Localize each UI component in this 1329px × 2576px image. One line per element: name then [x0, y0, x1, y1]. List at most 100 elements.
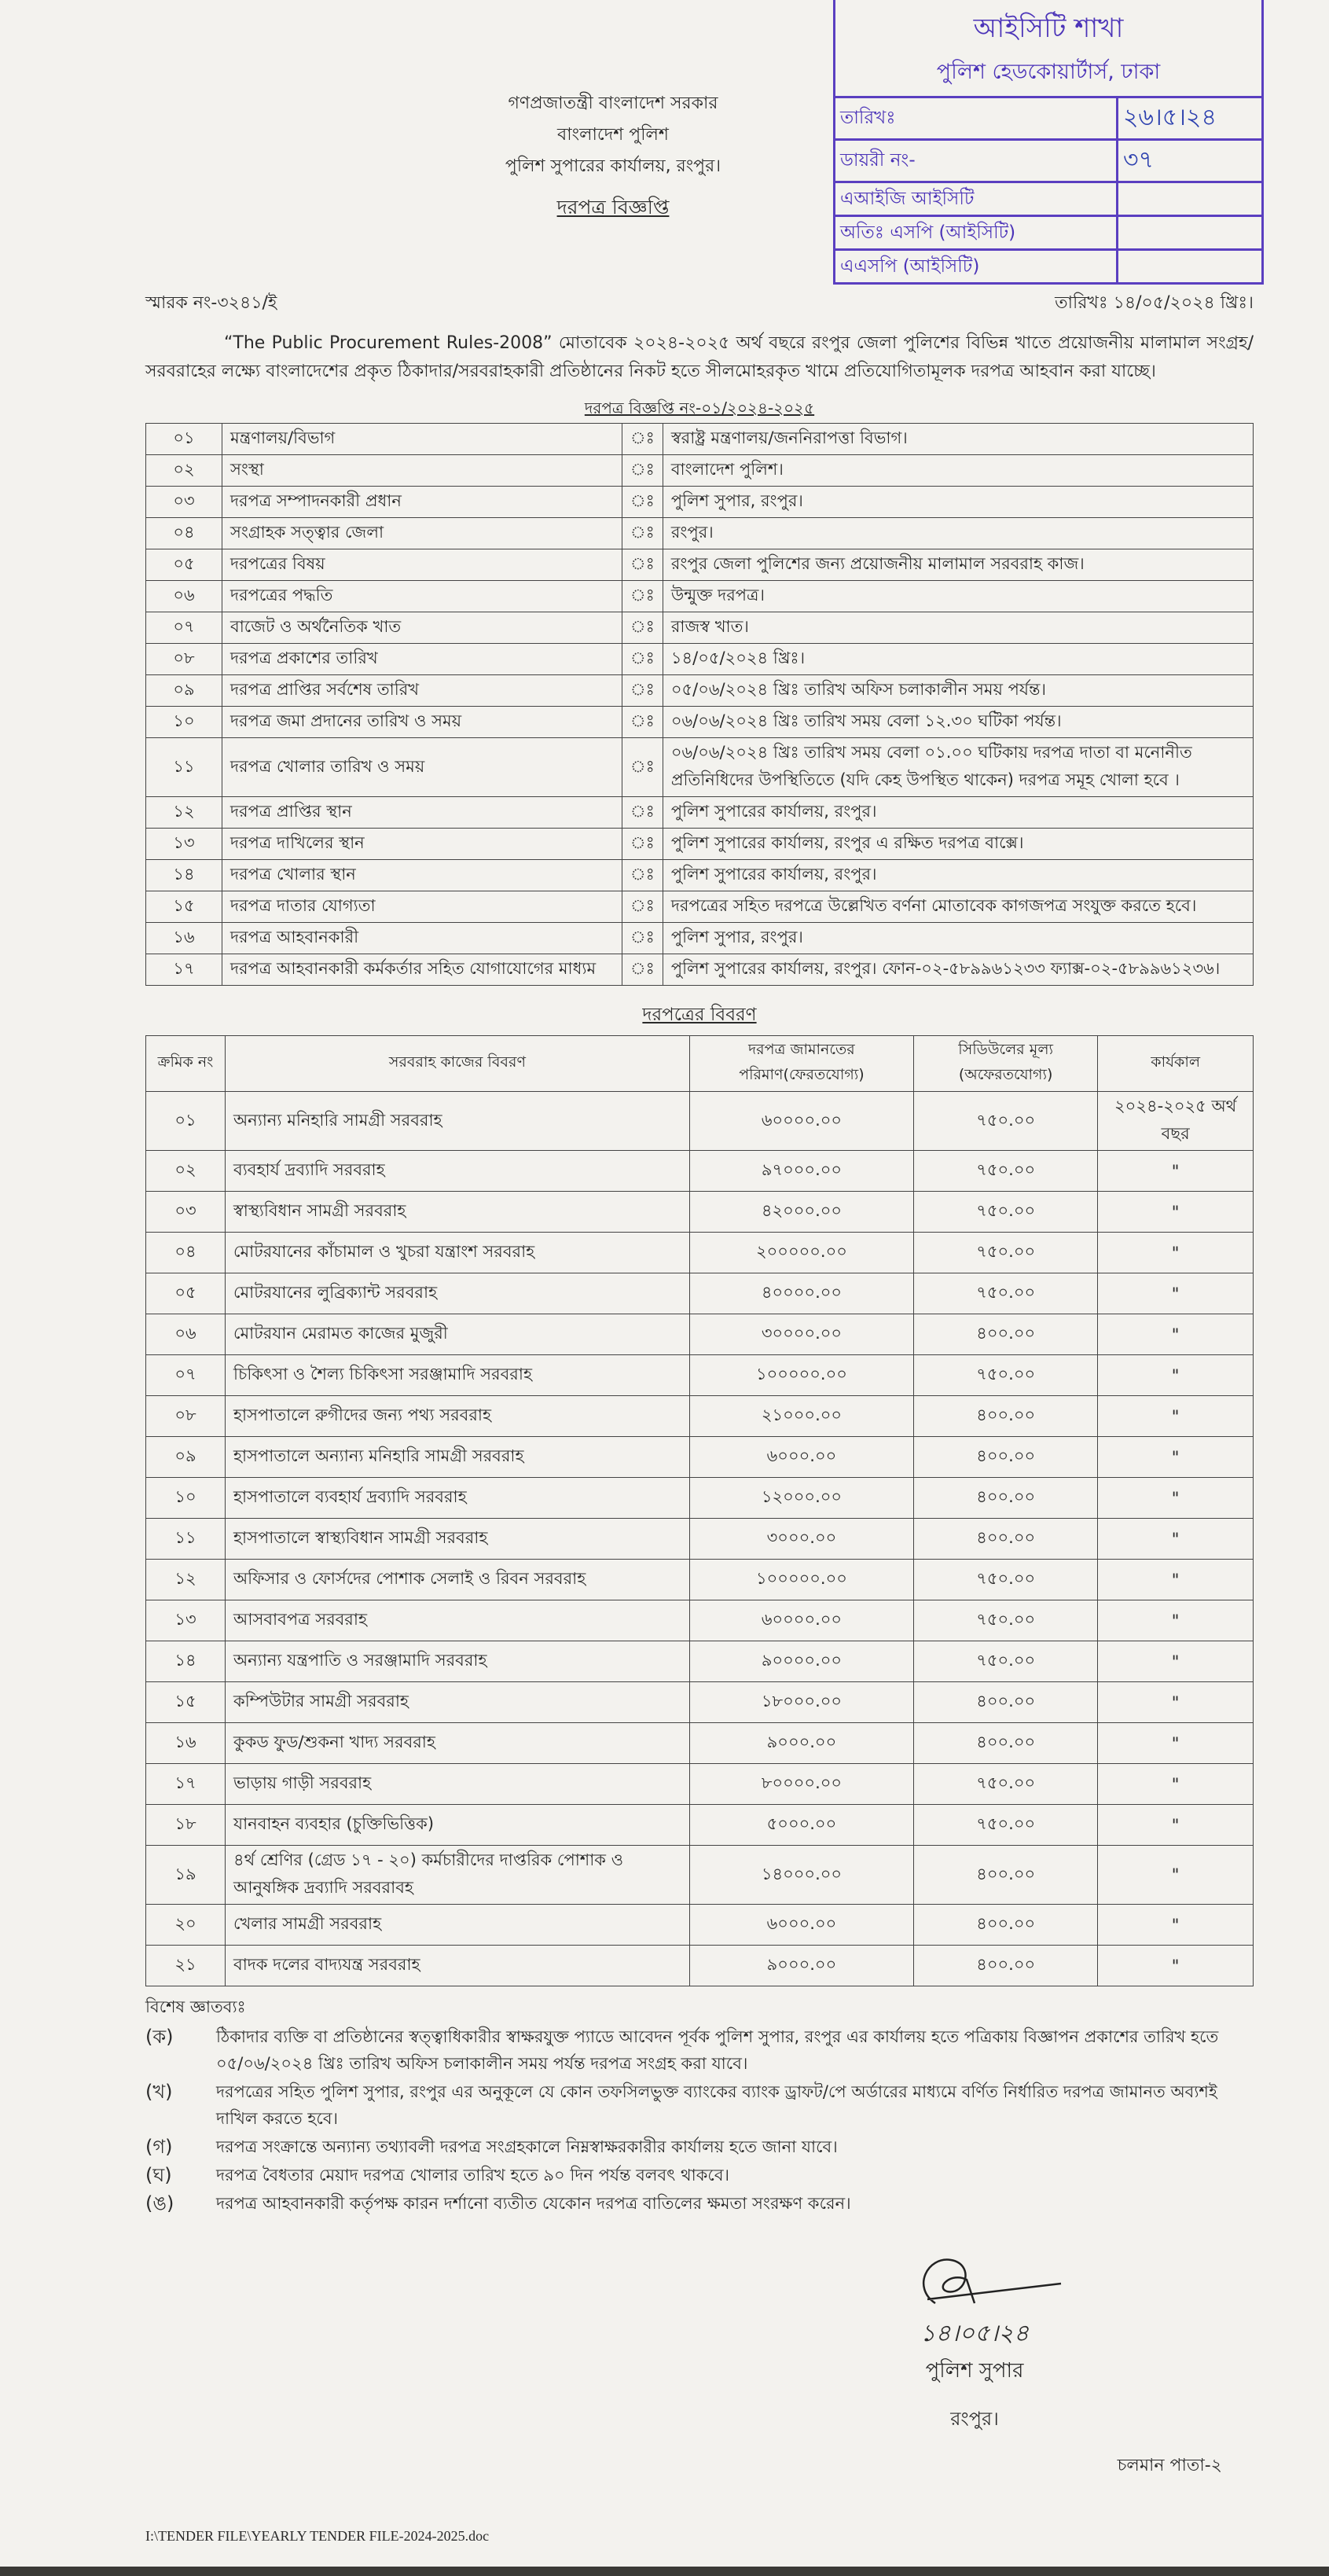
table-row: ১৯ ৪র্থ শ্রেণির (গ্রেড ১৭ - ২০) কর্মচারীদ… — [145, 1845, 1254, 1905]
row-number: ১১ — [145, 737, 222, 797]
security-amount: ৬০০০০.০০ — [688, 1091, 915, 1151]
row-number: ০৯ — [145, 674, 222, 707]
work-period: " — [1097, 1518, 1254, 1560]
note-item: (ঙ) দরপত্র আহবানকারী কর্তৃপক্ষ কারন দর্শা… — [145, 2190, 1254, 2217]
table-row: ১৮ যানবাহন ব্যবহার (চুক্তিভিত্তিক) ৫০০০.০০… — [145, 1804, 1254, 1846]
stamp-label: তারিখঃ — [835, 96, 1118, 140]
table-row: ২০ খেলার সামগ্রী সরবরাহ ৬০০০.০০ ৪০০.০০ " — [145, 1904, 1254, 1946]
office-line: পুলিশ সুপারের কার্যালয়, রংপুর। — [505, 156, 721, 176]
page-title: দরপত্র বিজ্ঞপ্তি — [556, 196, 670, 219]
security-amount: ৬০০০.০০ — [688, 1904, 915, 1946]
row-label: বাজেট ও অর্থনৈতিক খাত — [222, 612, 622, 644]
row-number: ০৩ — [145, 486, 222, 518]
stamp-row: তারিখঃ ২৬।৫।২৪ — [835, 96, 1261, 140]
serial: ১১ — [145, 1518, 226, 1560]
memo-date: তারিখঃ ১৪/০৫/২০২৪ খ্রিঃ। — [1055, 293, 1254, 313]
row-number: ০৪ — [145, 517, 222, 549]
row-value: ০৬/০৬/২০২৪ খ্রিঃ তারিখ সময় বেলা ০১.০০ ঘ… — [662, 737, 1254, 797]
description: অফিসার ও ফোর্সদের পোশাক সেলাই ও রিবন সরব… — [225, 1559, 690, 1600]
row-label: দরপত্র সম্পাদনকারী প্রধান — [222, 486, 622, 518]
notes-title: বিশেষ জ্ঞাতব্যঃ — [145, 1997, 246, 2016]
schedule-price: ৪০০.০০ — [913, 1518, 1099, 1560]
note-key: (ক) — [145, 2026, 174, 2048]
scan-edge — [0, 2567, 1329, 2576]
notice-number: দরপত্র বিজ্ঞপ্তি নং-০১/২০২৪-২০২৫ — [584, 399, 815, 417]
col-period: কার্যকাল — [1097, 1035, 1254, 1092]
security-amount: ১০০০০০.০০ — [688, 1559, 915, 1600]
colon-separator: ঃ — [622, 549, 663, 581]
description: চিকিৎসা ও শৈল্য চিকিৎসা সরঞ্জামাদি সরবরা… — [225, 1354, 690, 1396]
stamp-handwritten-value: ৩৭ — [1116, 138, 1261, 182]
info-row: ১৬ দরপত্র আহবানকারীঃ পুলিশ সুপার, রংপুর। — [145, 922, 1254, 954]
col-security: দরপত্র জামানতের পরিমাণ(ফেরতযোগ্য) — [688, 1035, 915, 1092]
row-value: ০৬/০৬/২০২৪ খ্রিঃ তারিখ সময় বেলা ১২.৩০ ঘ… — [662, 706, 1254, 738]
info-row: ১৫ দরপত্র দাতার যোগ্যতাঃ দরপত্রের সহিত দরপ… — [145, 891, 1254, 923]
schedule-price: ৭৫০.০০ — [913, 1600, 1099, 1641]
row-label: সংস্থা — [222, 454, 622, 487]
serial: ১৯ — [145, 1845, 226, 1905]
row-label: দরপত্র আহবানকারী — [222, 922, 622, 954]
description: হাসপাতালে রুগীদের জন্য পথ্য সরবরাহ — [225, 1395, 690, 1437]
table-row: ০৫ মোটরযানের লুব্রিক্যান্ট সরবরাহ ৪০০০০.০০… — [145, 1273, 1254, 1314]
row-label: দরপত্রের পদ্ধতি — [222, 580, 622, 612]
stamp-table: তারিখঃ ২৬।৫।২৪ ডায়রী নং- ৩৭ এআইজি আইসিটি অতি… — [835, 96, 1261, 282]
security-amount: ২০০০০০.০০ — [688, 1232, 915, 1273]
work-period: " — [1097, 1354, 1254, 1396]
table-row: ১৪ অন্যান্য যন্ত্রপাতি ও সরঞ্জামাদি সরবরা… — [145, 1641, 1254, 1682]
work-period: " — [1097, 1722, 1254, 1764]
work-period: " — [1097, 1436, 1254, 1478]
description: মোটরযান মেরামত কাজের মুজুরী — [225, 1314, 690, 1355]
row-number: ১২ — [145, 796, 222, 829]
row-value: বাংলাদেশ পুলিশ। — [662, 454, 1254, 487]
colon-separator: ঃ — [622, 674, 663, 707]
description: মোটরযানের লুব্রিক্যান্ট সরবরাহ — [225, 1273, 690, 1314]
row-value: পুলিশ সুপারের কার্যালয়, রংপুর। ফোন-০২-৫… — [662, 954, 1254, 986]
stamp-label: এএসপি (আইসিটি) — [835, 248, 1118, 282]
info-row: ০৪ সংগ্রাহক সত্ত্বার জেলাঃ রংপুর। — [145, 517, 1254, 549]
security-amount: ৬০০০০.০০ — [688, 1600, 915, 1641]
serial: ২১ — [145, 1945, 226, 1986]
row-label: দরপত্র জমা প্রদানের তারিখ ও সময় — [222, 706, 622, 738]
schedule-price: ৪০০.০০ — [913, 1477, 1099, 1519]
col-schedule: সিডিউলের মূল্য (অফেরতযোগ্য) — [913, 1035, 1099, 1092]
stamp-row: এএসপি (আইসিটি) — [835, 248, 1261, 282]
row-label: দরপত্র প্রকাশের তারিখ — [222, 643, 622, 675]
serial: ০২ — [145, 1150, 226, 1192]
row-value: উন্মুক্ত দরপত্র। — [662, 580, 1254, 612]
security-amount: ৯০০০.০০ — [688, 1722, 915, 1764]
security-amount: ৬০০০.০০ — [688, 1436, 915, 1478]
serial: ০৩ — [145, 1191, 226, 1233]
schedule-price: ৭৫০.০০ — [913, 1354, 1099, 1396]
work-period: " — [1097, 1150, 1254, 1192]
schedule-price: ৪০০.০০ — [913, 1436, 1099, 1478]
stamp-handwritten-value — [1116, 181, 1261, 216]
row-value: পুলিশ সুপার, রংপুর। — [662, 922, 1254, 954]
stamp-title: আইসিটি শাখা — [973, 13, 1124, 44]
work-period: " — [1097, 1600, 1254, 1641]
note-item: (ঘ) দরপত্র বৈধতার মেয়াদ দরপত্র খোলার তার… — [145, 2162, 1254, 2188]
work-period: " — [1097, 1681, 1254, 1723]
table-row: ০২ ব্যবহার্য দ্রব্যাদি সরবরাহ ৯৭০০০.০০ ৭৫০.… — [145, 1150, 1254, 1192]
description: হাসপাতালে ব্যবহার্য দ্রব্যাদি সরবরাহ — [225, 1477, 690, 1519]
schedule-price: ৭৫০.০০ — [913, 1150, 1099, 1192]
stamp-handwritten-value — [1116, 248, 1261, 282]
security-amount: ৮০০০০.০০ — [688, 1763, 915, 1805]
security-amount: ৯৭০০০.০০ — [688, 1150, 915, 1192]
colon-separator: ঃ — [622, 612, 663, 644]
schedule-price: ৪০০.০০ — [913, 1904, 1099, 1946]
security-amount: ২১০০০.০০ — [688, 1395, 915, 1437]
colon-separator: ঃ — [622, 643, 663, 675]
schedule-price: ৭৫০.০০ — [913, 1804, 1099, 1846]
stamp-subtitle: পুলিশ হেডকোয়ার্টার্স, ঢাকা — [936, 60, 1161, 84]
serial: ২০ — [145, 1904, 226, 1946]
stamp-label: এআইজি আইসিটি — [835, 181, 1118, 216]
schedule-price: ৪০০.০০ — [913, 1845, 1099, 1905]
table-row: ১৫ কম্পিউটার সামগ্রী সরবরাহ ১৮০০০.০০ ৪০০.০০… — [145, 1681, 1254, 1723]
row-label: দরপত্র খোলার স্থান — [222, 859, 622, 891]
work-period: " — [1097, 1804, 1254, 1846]
note-text: দরপত্র বৈধতার মেয়াদ দরপত্র খোলার তারিখ … — [216, 2166, 730, 2185]
info-row: ০৭ বাজেট ও অর্থনৈতিক খাতঃ রাজস্ব খাত। — [145, 612, 1254, 644]
colon-separator: ঃ — [622, 859, 663, 891]
description: ভাড়ায় গাড়ী সরবরাহ — [225, 1763, 690, 1805]
work-period: " — [1097, 1314, 1254, 1355]
